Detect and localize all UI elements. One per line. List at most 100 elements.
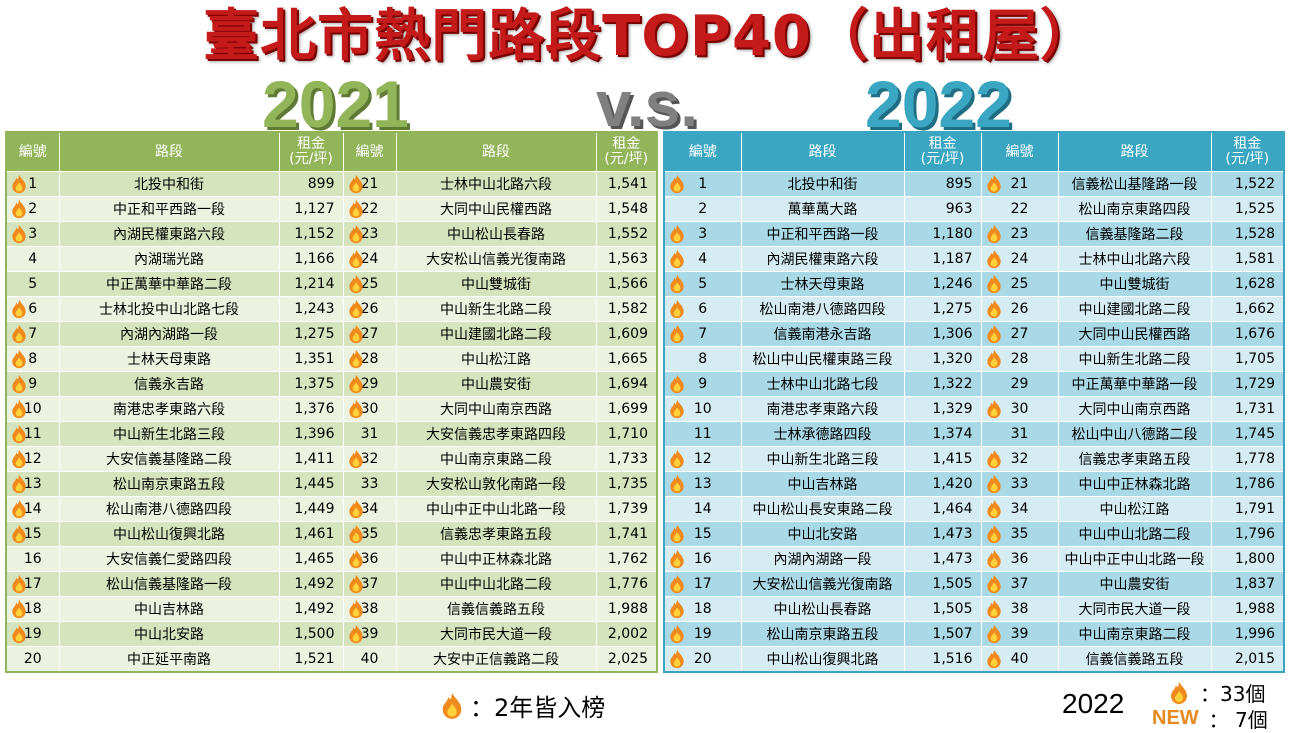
flame-icon [348,549,363,569]
rank-cell: 6 [663,296,742,322]
rank-number: 37 [360,576,379,592]
rank-number: 19 [23,626,42,642]
rent-cell: 1,741 [595,521,658,547]
rent-cell: 1,445 [278,471,344,497]
flame-icon [670,449,684,469]
flame-icon [986,499,1001,519]
flame-icon [670,299,684,319]
road-cell: 信義永吉路 [58,371,280,397]
rent-cell: 1,800 [1210,546,1285,572]
rank-number: 21 [1010,176,1029,192]
road-cell: 大同中山南京西路 [395,396,597,422]
rank-cell: 25 [980,271,1059,297]
road-cell: 士林中山北路七段 [740,371,905,397]
road-cell: 中正和平西路一段 [58,196,280,222]
rent-cell: 1,449 [278,496,344,522]
rank-cell: 14 [663,496,742,522]
rent-cell: 2,025 [595,646,658,673]
rent-cell: 1,275 [278,321,344,347]
rank-number: 20 [23,651,42,667]
rent-cell: 1,837 [1210,571,1285,597]
rent-cell: 1,521 [278,646,344,673]
rent-cell: 1,988 [1210,596,1285,622]
flame-icon [986,274,1001,294]
rank-cell: 29 [342,371,397,397]
rent-cell: 1,729 [1210,371,1285,397]
table-2022: 編號 路段 租金 (元/坪) 編號 路段 租金 (元/坪) 1 北投中和街 895 21 信… [663,131,1285,673]
rent-cell: 1,127 [278,196,344,222]
rent-cell: 899 [278,171,344,197]
rank-cell: 22 [980,196,1059,222]
header-no: 編號 [5,131,60,172]
road-cell: 南港忠孝東路六段 [740,396,905,422]
flame-icon [348,624,363,644]
rent-cell: 1,988 [595,596,658,622]
rent-cell: 1,566 [595,271,658,297]
rank-number: 2 [698,201,708,217]
road-cell: 中山農安街 [1057,571,1212,597]
table-row: 20 中山松山復興北路 1,516 40 信義信義路五段 2,015 [663,646,1285,673]
road-cell: 士林天母東路 [58,346,280,372]
flame-icon [986,599,1001,619]
rank-number: 16 [23,551,42,567]
road-cell: 大同市民大道一段 [1057,596,1212,622]
rank-cell: 34 [342,496,397,522]
road-cell: 中正萬華中華路二段 [58,271,280,297]
rank-number: 28 [1010,351,1029,367]
header-no: 編號 [663,131,742,172]
rank-number: 29 [1010,376,1029,392]
road-cell: 大安松山敦化南路一段 [395,471,597,497]
table-row: 20 中正延平南路 1,521 40 大安中正信義路二段 2,025 [5,646,658,673]
flame-icon [12,349,26,369]
rent-cell: 1,733 [595,446,658,472]
table-row: 3 內湖民權東路六段 1,152 23 中山松山長春路 1,552 [5,221,658,247]
table-row: 8 士林天母東路 1,351 28 中山松江路 1,665 [5,346,658,372]
road-cell: 中山新生北路三段 [740,446,905,472]
rank-number: 33 [360,476,379,492]
table-row: 10 南港忠孝東路六段 1,329 30 大同中山南京西路 1,731 [663,396,1285,422]
road-cell: 大同中山民權西路 [395,196,597,222]
rent-cell: 1,465 [278,546,344,572]
flame-icon [986,524,1001,544]
rank-cell: 23 [980,221,1059,247]
rank-number: 26 [1010,301,1029,317]
rank-number: 1 [698,176,708,192]
flame-icon [670,524,684,544]
road-cell: 大安松山信義光復南路 [395,246,597,272]
rank-cell: 38 [342,596,397,622]
rank-number: 24 [360,251,379,267]
table-row: 9 士林中山北路七段 1,322 29 中正萬華中華路一段 1,729 [663,371,1285,397]
flame-icon [670,249,684,269]
rank-cell: 14 [5,496,60,522]
rank-cell: 32 [980,446,1059,472]
flame-icon [348,174,363,194]
rent-cell: 963 [903,196,982,222]
rank-cell: 36 [980,546,1059,572]
road-cell: 中山松山長安東路二段 [740,496,905,522]
year-2021-label: 2021 [262,67,409,141]
header-road: 路段 [395,131,597,172]
road-cell: 中山中山北路二段 [1057,521,1212,547]
road-cell: 中山松江路 [395,346,597,372]
rent-cell: 1,665 [595,346,658,372]
flame-icon [348,449,363,469]
rank-cell: 20 [663,646,742,673]
rank-number: 32 [1010,451,1029,467]
table-row: 14 松山南港八德路四段 1,449 34 中山中正中山北路一段 1,739 [5,496,658,522]
rank-number: 24 [1010,251,1029,267]
table-row: 6 士林北投中山北路七段 1,243 26 中山新生北路二段 1,582 [5,296,658,322]
table-row: 12 中山新生北路三段 1,415 32 信義忠孝東路五段 1,778 [663,446,1285,472]
rank-cell: 21 [342,171,397,197]
rent-cell: 1,581 [1210,246,1285,272]
flame-icon [12,299,26,319]
road-cell: 中山中正中山北路一段 [1057,546,1212,572]
road-cell: 士林承德路四段 [740,421,905,447]
rank-cell: 27 [980,321,1059,347]
rank-cell: 37 [342,571,397,597]
flame-icon [986,449,1001,469]
header-rent: 租金 (元/坪) [1210,131,1285,172]
rent-cell: 1,739 [595,496,658,522]
rank-cell: 9 [5,371,60,397]
rank-cell: 18 [663,596,742,622]
road-cell: 信義松山基隆路一段 [1057,171,1212,197]
